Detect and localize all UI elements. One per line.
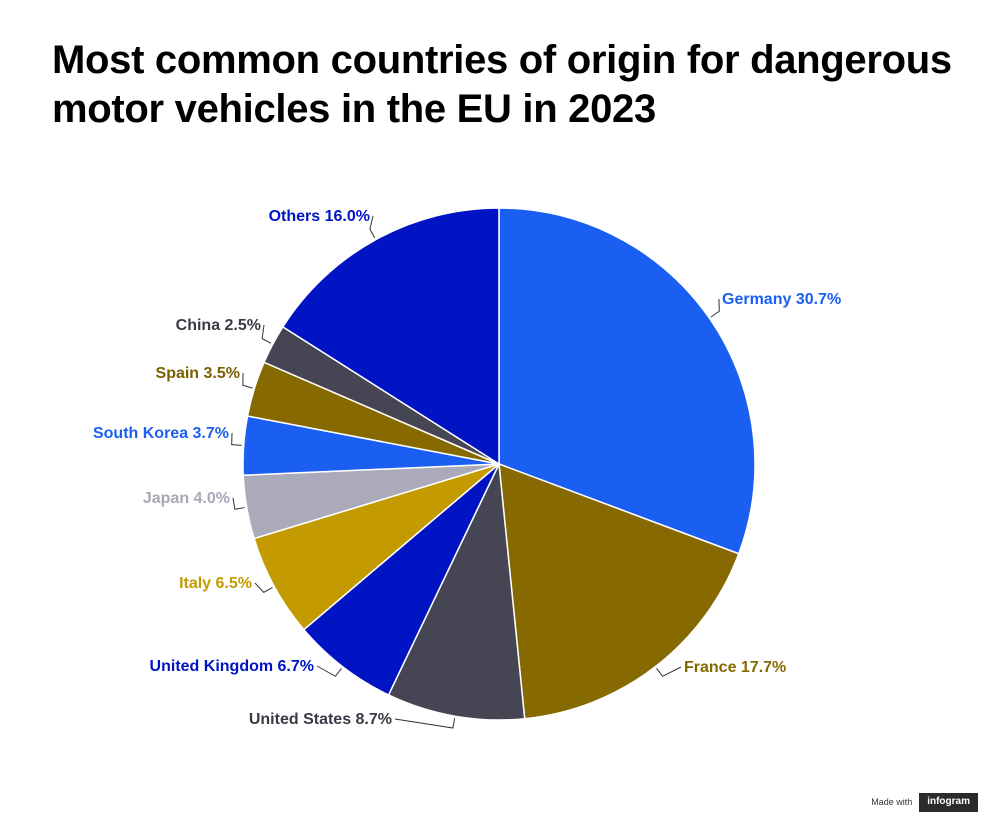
slice-label-others: Others 16.0% [269, 208, 370, 225]
leader-line-germany [710, 298, 720, 318]
chart-title: Most common countries of origin for dang… [52, 38, 952, 131]
leader-line-others [369, 215, 376, 239]
pie-slice-others[interactable] [282, 207, 500, 465]
leader-line-united-kingdom [316, 665, 342, 677]
pie-slice-germany[interactable] [498, 207, 756, 555]
slice-label-italy: Italy 6.5% [179, 575, 252, 592]
made-with-text: Made with [871, 797, 913, 807]
slice-label-united-kingdom: United Kingdom 6.7% [150, 658, 314, 675]
leader-line-italy [254, 582, 273, 593]
slice-label-france: France 17.7% [684, 659, 786, 676]
pie-slice-france[interactable] [498, 463, 740, 720]
label-leaders [231, 215, 720, 729]
leader-line-spain [242, 372, 253, 389]
slice-label-spain: Spain 3.5% [156, 365, 240, 382]
leader-line-south-korea [231, 432, 242, 446]
pie-slice-united-states[interactable] [387, 463, 526, 721]
slice-labels: Germany 30.7% France 17.7% United States 8… [93, 208, 841, 728]
slice-label-china: China 2.5% [176, 317, 261, 334]
leader-line-china [261, 324, 272, 344]
leader-line-united-states [394, 718, 456, 729]
slice-label-united-states: United States 8.7% [249, 711, 392, 728]
infogram-logo[interactable]: infogram [919, 792, 978, 812]
infogram-attribution[interactable]: Made with infogram [871, 792, 978, 812]
leader-line-japan [232, 497, 245, 510]
slice-label-south-korea: South Korea 3.7% [93, 425, 229, 442]
pie-slice-united-kingdom[interactable] [303, 463, 500, 696]
slice-label-germany: Germany 30.7% [722, 291, 841, 308]
pie-slices [242, 207, 756, 721]
leader-line-france [656, 666, 682, 677]
slice-label-japan: Japan 4.0% [143, 490, 230, 507]
